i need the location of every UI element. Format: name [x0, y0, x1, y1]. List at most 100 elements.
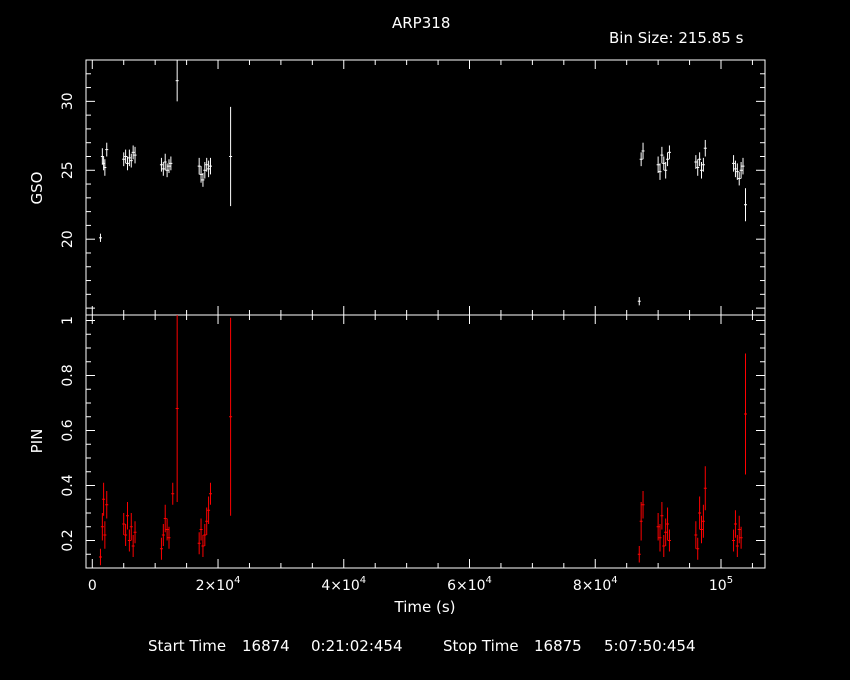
gso-data-point: [703, 139, 707, 157]
pin-data-point: [667, 529, 671, 552]
x-tick-label: 0: [88, 578, 97, 594]
pin-data-point: [127, 529, 131, 552]
pin-data-point: [98, 548, 102, 566]
gso-data-point: [739, 162, 743, 179]
pin-data-point: [208, 482, 212, 505]
pin-panel: 0.2 0.4 0.6 0.8 1 0 2×104 4×104 6×104 8×104 105: [60, 314, 766, 594]
gso-data-point: [159, 157, 163, 172]
gso-data-point: [698, 152, 702, 167]
gso-data-point: [161, 162, 165, 176]
x-tick-label: 2×104: [196, 575, 241, 594]
gso-axis-label: GSO: [28, 172, 46, 205]
gso-data-point: [737, 171, 741, 186]
gso-data-point: [98, 233, 102, 242]
gso-data-point: [700, 162, 704, 179]
gso-data-point: [701, 157, 705, 172]
gso-data-point: [163, 153, 167, 171]
pin-y-tick-label: 0.2: [60, 529, 76, 551]
pin-data-point: [125, 502, 129, 530]
gso-data-point: [732, 155, 736, 172]
gso-data-point: [207, 160, 211, 178]
stop-time-day: 16875: [534, 637, 582, 655]
pin-data-point: [105, 491, 109, 519]
pin-data-point: [641, 491, 645, 519]
pin-data-point: [131, 535, 135, 557]
bin-size-label: Bin Size: 215.85 s: [609, 29, 744, 47]
pin-data-point: [744, 353, 748, 475]
pin-data-point: [165, 518, 169, 541]
start-time-value: 0:21:02:454: [311, 637, 403, 655]
pin-data-point: [694, 521, 698, 549]
pin-y-tick-label: 1: [60, 316, 76, 325]
pin-y-tick-label: 0.4: [60, 474, 76, 496]
pin-data-point: [129, 513, 133, 541]
pin-data-point: [171, 482, 175, 505]
gso-data-point: [658, 163, 662, 180]
pin-data-point: [739, 526, 743, 549]
pin-frame: [85, 314, 766, 569]
pin-data-point: [639, 502, 643, 541]
pin-data-point: [167, 526, 171, 549]
pin-data-point: [201, 535, 205, 557]
pin-data-point: [696, 537, 700, 560]
pin-data-point: [637, 546, 641, 563]
pin-data-point: [102, 482, 106, 516]
pin-data-point: [656, 513, 660, 541]
gso-data-point: [744, 188, 748, 222]
gso-data-point: [165, 163, 169, 178]
pin-data-point: [199, 518, 203, 541]
gso-frame: [85, 59, 766, 316]
gso-data-point: [641, 142, 645, 160]
pin-data-point: [662, 535, 666, 557]
pin-data-point: [660, 502, 664, 530]
x-axis-label: Time (s): [394, 598, 456, 616]
gso-data-point: [205, 157, 209, 172]
gso-data-point: [637, 297, 641, 306]
gso-data-point: [741, 157, 745, 175]
pin-data-point: [664, 518, 668, 546]
pin-data-point: [205, 507, 209, 535]
pin-data-point: [175, 315, 179, 502]
pin-y-tick-label: 0.8: [60, 364, 76, 386]
pin-data-point: [703, 466, 707, 511]
pin-data-point: [229, 317, 233, 516]
gso-data-point: [125, 156, 129, 171]
gso-data-point: [129, 153, 133, 168]
start-time-day: 16874: [242, 637, 290, 655]
gso-data-point: [199, 166, 203, 183]
pin-data-point: [103, 521, 107, 549]
gso-y-tick-label: 30: [60, 92, 76, 110]
gso-data-point: [656, 156, 660, 174]
gso-data-point: [197, 157, 201, 175]
gso-data-point: [662, 156, 666, 171]
gso-y-tick-label: 20: [60, 230, 76, 248]
gso-data-point: [201, 173, 205, 187]
x-tick-label: 6×104: [447, 575, 492, 594]
gso-data-point: [122, 152, 126, 167]
pin-y-tick-label: 0.6: [60, 419, 76, 441]
stop-time-value: 5:07:50:454: [604, 637, 696, 655]
pin-data-point: [100, 513, 104, 541]
gso-data-point: [660, 146, 664, 164]
gso-data-point: [735, 163, 739, 180]
pin-data-point: [737, 515, 741, 544]
gso-data-point: [103, 159, 107, 176]
gso-data-point: [666, 152, 670, 167]
pin-data-point: [700, 515, 704, 544]
pin-data-point: [701, 504, 705, 538]
gso-data-point: [208, 157, 212, 175]
pin-data-point: [159, 537, 163, 560]
pin-data-point: [733, 510, 737, 538]
gso-data-point: [639, 152, 643, 167]
gso-data-point: [229, 106, 233, 207]
start-time-label: Start Time: [148, 637, 227, 655]
pin-data-point: [197, 532, 201, 555]
pin-data-point: [735, 535, 739, 557]
pin-data-point: [207, 496, 211, 524]
gso-data-point: [696, 159, 700, 176]
pin-data-point: [161, 524, 165, 546]
x-tick-label: 105: [709, 575, 733, 594]
gso-data-point: [131, 145, 135, 160]
pin-axis-label: PIN: [28, 429, 46, 454]
gso-data-point: [105, 142, 109, 157]
